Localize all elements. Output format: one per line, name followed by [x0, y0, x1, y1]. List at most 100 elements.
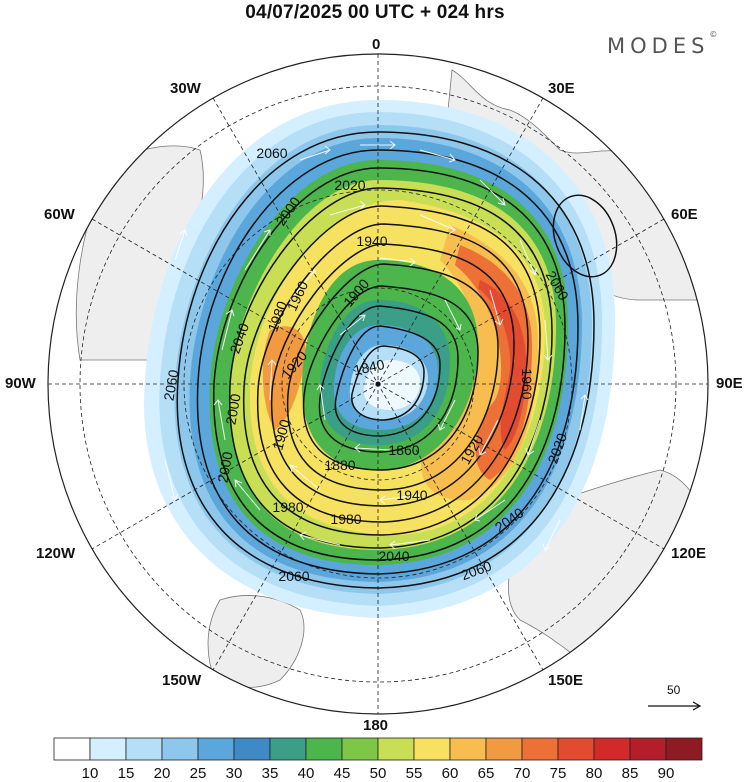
lon-label-30w: 30W: [170, 80, 201, 97]
wind-arrow: [289, 464, 321, 491]
wind-arrow: [267, 359, 277, 401]
contour-2000: [228, 187, 553, 549]
contour-closed-high: [552, 194, 618, 278]
colorbar-swatch: [53, 737, 91, 761]
colorbar-swatch: [161, 737, 199, 761]
wind-arrow: [244, 229, 271, 271]
wind-arrow: [354, 443, 391, 453]
wind-arrow: [474, 499, 506, 522]
colorbar-tick-label: 60: [441, 765, 459, 782]
lon-label-60w: 60W: [44, 206, 75, 223]
contour-label: 1940: [356, 233, 387, 249]
colorbar-swatch: [521, 737, 559, 761]
colorbar-swatch: [197, 737, 235, 761]
wind-arrow: [213, 399, 226, 441]
colorbar-tick-label: 25: [189, 765, 207, 782]
colorbar-swatch: [557, 737, 595, 761]
colorbar-swatch: [305, 737, 343, 761]
wind-arrow: [379, 494, 421, 505]
contour-1980: [242, 205, 541, 536]
lon-label-150w: 150W: [162, 672, 202, 689]
contour-label: 1980: [272, 499, 303, 515]
wind-arrow: [478, 419, 499, 456]
wind-arrow: [299, 531, 341, 546]
colorbar-tick-label: 65: [477, 765, 495, 782]
contour-2020: [212, 167, 566, 561]
contour-2040: [196, 149, 579, 575]
colorbar-tick-label: 20: [153, 765, 171, 782]
contour-label: 1940: [396, 487, 427, 503]
colorbar-tick-label: 70: [513, 765, 531, 782]
brand-name: MODES: [607, 34, 710, 58]
colorbar-tick-label: 30: [225, 765, 243, 782]
lon-label-90e: 90E: [716, 375, 743, 392]
shade-75: [478, 280, 526, 450]
colorbar-tick-label: 10: [81, 765, 99, 782]
wind-arrow: [542, 519, 561, 551]
contour-1920: [286, 263, 499, 491]
wind-arrow: [299, 145, 331, 161]
wind-arrow: [360, 140, 396, 150]
wind-arrow: [437, 399, 456, 431]
wind-arrow: [419, 149, 456, 163]
colorbar-swatch: [665, 737, 703, 761]
contour-label: 1840: [352, 356, 386, 378]
colorbar-swatch: [269, 737, 307, 761]
colorbar-swatch: [629, 737, 667, 761]
lon-label-120e: 120E: [671, 545, 707, 562]
colorbar-tick-label: 90: [657, 765, 675, 782]
north-pole-dot: [375, 381, 381, 387]
colorbar-swatch: [233, 737, 271, 761]
wind-arrow: [329, 200, 366, 216]
contour-1860: [334, 325, 441, 437]
lon-label-30e: 30E: [548, 80, 575, 97]
copyright-mark: ©: [709, 30, 718, 39]
lon-label-90w: 90W: [5, 375, 36, 392]
lon-label-180: 180: [363, 717, 389, 734]
wind-arrow: [489, 289, 504, 326]
contour-1880: [318, 305, 459, 453]
colorbar-tick-label: 50: [369, 765, 387, 782]
contour-label: 2020: [334, 177, 365, 193]
colorbar-tick-label: 35: [261, 765, 279, 782]
wind-arrow: [379, 257, 416, 267]
contour-label: 2000: [222, 392, 243, 426]
contour-label: 1900: [269, 417, 293, 451]
colorbar-swatch: [89, 737, 127, 761]
colorbar-swatch: [413, 737, 451, 761]
contour-label: 2000: [214, 450, 235, 484]
reference-vector-label: 50: [667, 683, 681, 697]
colorbar-swatch: [341, 737, 379, 761]
lon-label-120w: 120W: [36, 545, 76, 562]
contour-label: 1960: [519, 368, 535, 399]
wind-arrow: [543, 319, 553, 361]
wind-arrow: [221, 309, 235, 351]
map-disk: [48, 54, 708, 714]
colorbar: [53, 737, 703, 761]
colorbar-tick-label: 15: [117, 765, 135, 782]
wind-vectors: [164, 140, 589, 551]
contour-label: 2040: [378, 548, 409, 564]
wind-arrow: [444, 299, 462, 331]
lon-label-150e: 150E: [548, 672, 584, 689]
contour-label: 2060: [160, 368, 181, 402]
lon-label-60e: 60E: [671, 206, 698, 223]
contour-label: 1860: [388, 442, 419, 458]
wind-arrow: [234, 479, 261, 511]
wind-arrow: [519, 239, 538, 276]
shade-west-orange: [262, 326, 306, 430]
reference-vector: [648, 701, 702, 711]
wind-arrow: [419, 214, 456, 235]
wind-arrow: [316, 384, 326, 421]
wind-arrow: [525, 419, 541, 456]
brand-logo: MODES©: [607, 30, 717, 58]
colorbar-tick-label: 40: [297, 765, 315, 782]
wind-arrow: [389, 539, 431, 550]
lon-label-0: 0: [372, 36, 381, 53]
map-title: 04/07/2025 00 UTC + 024 hrs: [245, 2, 505, 23]
colorbar-tick-label: 75: [549, 765, 567, 782]
wind-arrow: [174, 229, 188, 261]
colorbar-tick-label: 55: [405, 765, 423, 782]
contour-1900: [302, 285, 479, 471]
